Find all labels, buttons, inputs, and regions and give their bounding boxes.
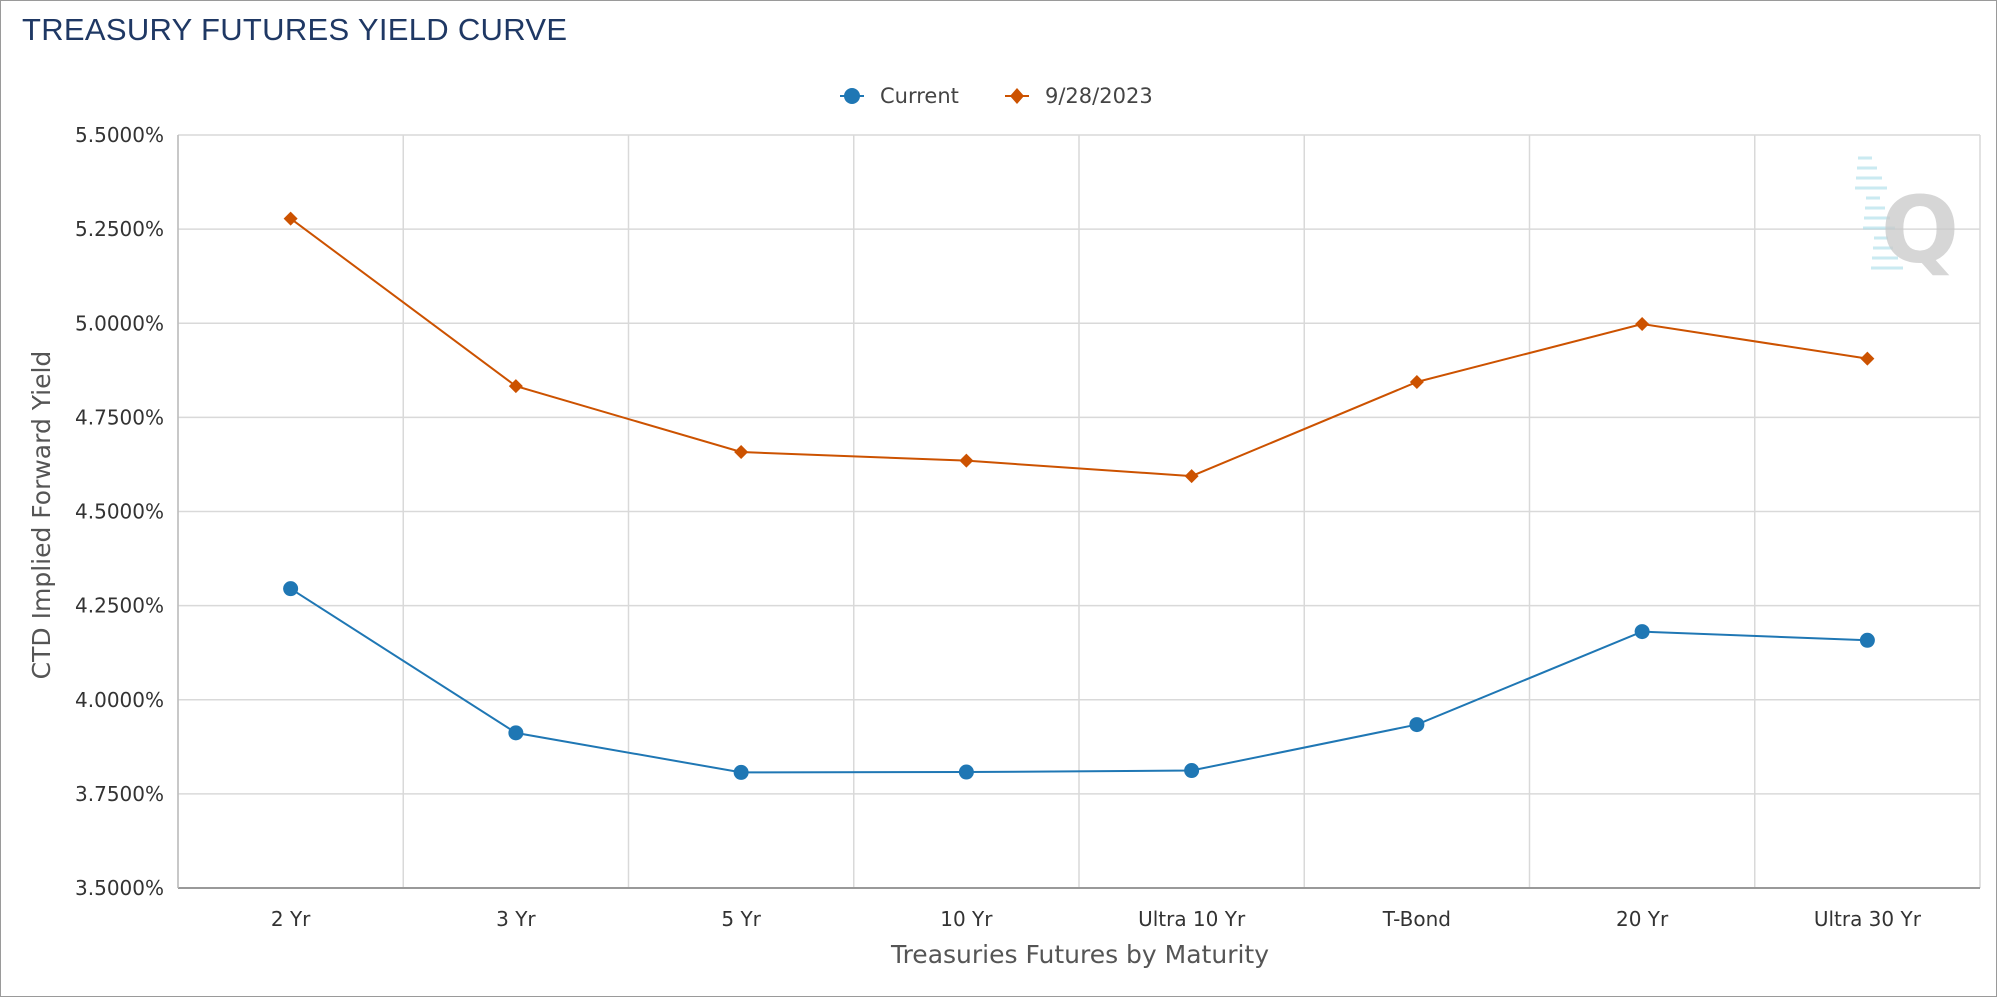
data-point[interactable] — [1860, 351, 1875, 366]
series-previous — [283, 211, 1875, 484]
data-point[interactable] — [283, 581, 299, 597]
legend-circle-marker — [844, 88, 860, 104]
data-point[interactable] — [1635, 317, 1650, 332]
data-point[interactable] — [1409, 374, 1424, 389]
data-point[interactable] — [508, 379, 523, 394]
y-tick-label: 4.2500% — [75, 594, 164, 618]
series-group — [283, 211, 1875, 780]
series-line — [290, 217, 1868, 478]
series-current — [283, 581, 1875, 780]
y-axis-ticks: 3.5000% 3.7500% 4.0000% 4.2500% 4.5000% 4.750… — [75, 123, 164, 900]
x-axis-title: Treasuries Futures by Maturity — [890, 940, 1269, 969]
data-point[interactable] — [959, 453, 974, 468]
x-tick-label: 2 Yr — [271, 907, 311, 931]
legend-item-previous[interactable]: 9/28/2023 — [1005, 84, 1153, 108]
chart-title: TREASURY FUTURES YIELD CURVE — [22, 12, 568, 47]
legend-label-previous: 9/28/2023 — [1045, 84, 1153, 108]
data-point[interactable] — [734, 445, 749, 460]
legend-diamond-marker — [1010, 88, 1024, 104]
y-tick-label: 5.5000% — [75, 123, 164, 147]
data-point[interactable] — [1859, 632, 1875, 648]
y-tick-label: 5.0000% — [75, 311, 164, 335]
x-tick-label: 5 Yr — [721, 907, 761, 931]
data-point[interactable] — [1184, 469, 1199, 484]
x-tick-label: 3 Yr — [496, 907, 536, 931]
x-tick-label: 10 Yr — [940, 907, 993, 931]
x-tick-label: T-Bond — [1382, 907, 1451, 931]
watermark-letter: Q — [1881, 177, 1959, 284]
legend[interactable]: Current 9/28/2023 — [840, 84, 1153, 108]
data-point[interactable] — [1184, 763, 1200, 779]
legend-item-current[interactable]: Current — [840, 84, 959, 108]
y-tick-label: 4.0000% — [75, 688, 164, 712]
data-point[interactable] — [958, 764, 974, 780]
x-tick-label: 20 Yr — [1616, 907, 1669, 931]
y-tick-label: 5.2500% — [75, 217, 164, 241]
data-point[interactable] — [1634, 624, 1650, 640]
x-tick-label: Ultra 30 Yr — [1814, 907, 1922, 931]
y-tick-label: 3.7500% — [75, 782, 164, 806]
data-point[interactable] — [1409, 717, 1425, 733]
x-tick-label: Ultra 10 Yr — [1138, 907, 1246, 931]
y-tick-label: 4.5000% — [75, 500, 164, 524]
legend-label-current: Current — [880, 84, 959, 108]
y-tick-label: 4.7500% — [75, 405, 164, 429]
data-point[interactable] — [283, 211, 298, 226]
data-point[interactable] — [733, 764, 749, 780]
y-axis-title: CTD Implied Forward Yield — [27, 351, 56, 680]
y-tick-label: 3.5000% — [75, 876, 164, 900]
grid-lines — [177, 134, 1981, 889]
q-logo-icon: Q — [1855, 156, 1959, 284]
data-point[interactable] — [508, 725, 524, 741]
x-axis-ticks: 2 Yr 3 Yr 5 Yr 10 Yr Ultra 10 Yr T-Bond 20 Yr U… — [271, 907, 1922, 931]
series-line — [290, 587, 1868, 774]
